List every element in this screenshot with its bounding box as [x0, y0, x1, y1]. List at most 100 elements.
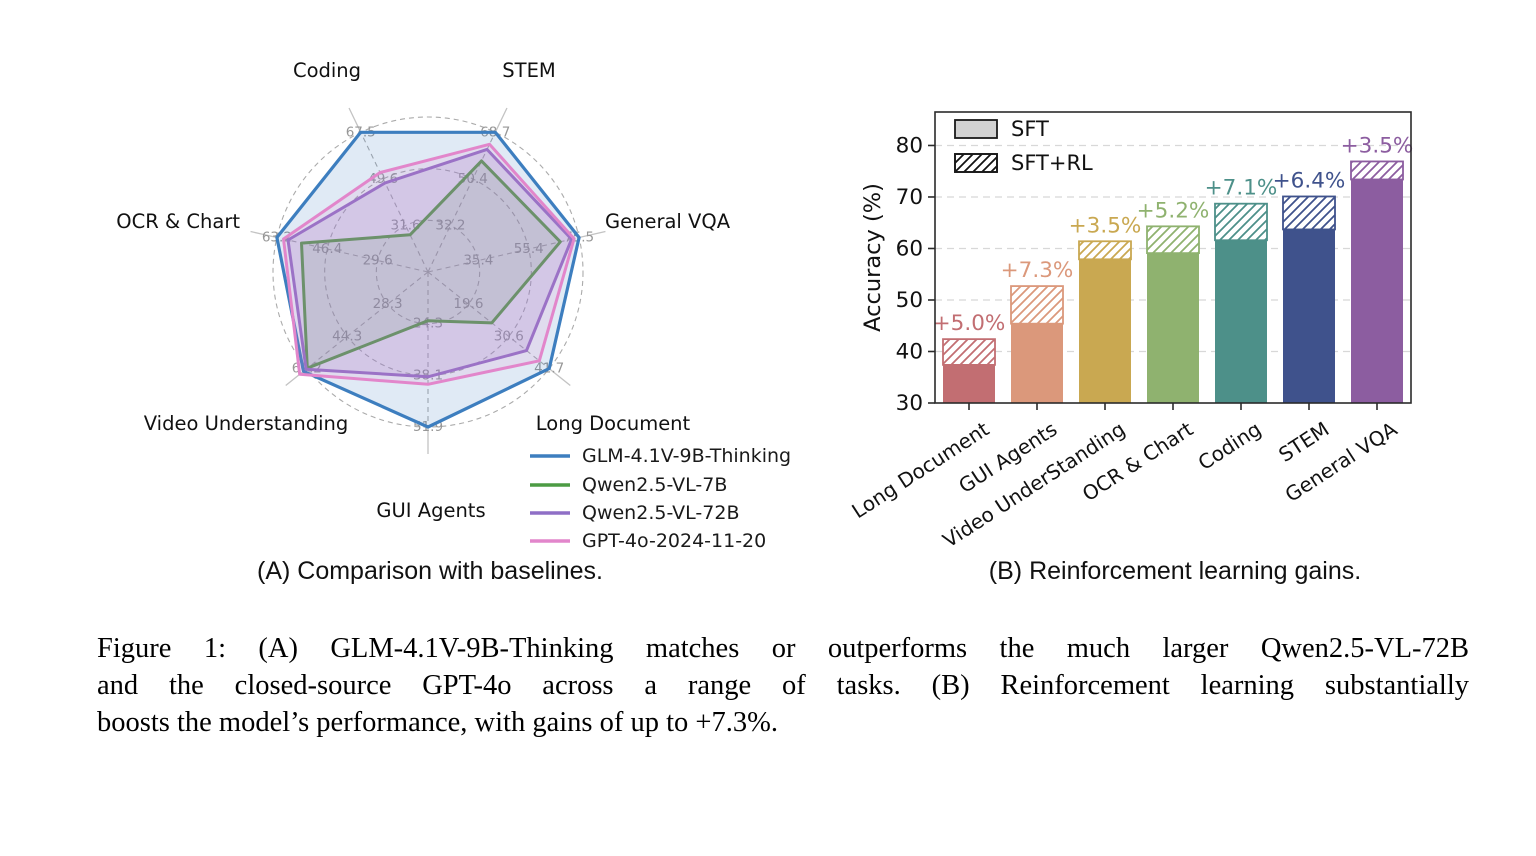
bar-rl-outline: [1214, 202, 1268, 242]
bar-sft: [1079, 259, 1131, 403]
y-tick-label: 80: [896, 133, 923, 158]
radar-spoke: [427, 271, 550, 370]
bar-gain-label: +7.3%: [1001, 258, 1074, 283]
bar-rl-hatch: [1351, 161, 1403, 180]
radar-axis-label-general-vqa: General VQA: [605, 210, 731, 233]
bar-rl-hatch: [1283, 196, 1335, 230]
radar-tick-label: 50.4: [458, 171, 488, 187]
bar-group-coding: +7.1%: [1205, 176, 1278, 403]
bar-sft: [1351, 179, 1403, 403]
radar-axis-label-ocr-chart: OCR & Chart: [116, 210, 240, 233]
bar-rl-outline: [1282, 195, 1336, 231]
radar-series-gpt-4o-2024-11-20: [282, 142, 576, 386]
bar-rl-outline: [1146, 225, 1200, 255]
bar-legend-item: SFT+RL: [954, 151, 1093, 175]
radar-axis-label-long-document: Long Document: [536, 412, 691, 435]
bar-legend-label: SFT+RL: [1011, 151, 1093, 175]
plot-frame: [934, 111, 1412, 404]
radar-series-qwen2-5-vl-72b: [286, 147, 574, 379]
radar-axis-label-coding: Coding: [293, 59, 361, 82]
radar-spoke: [427, 132, 496, 273]
bar-group-gui-agents: +7.3%: [1001, 258, 1074, 403]
bar-sft: [1215, 240, 1267, 403]
x-tick-label: Coding: [1194, 417, 1266, 475]
radar-series-qwen2-5-vl-7b: [300, 159, 562, 370]
radar-tick-label: 55.4: [514, 241, 544, 257]
bar-sft: [1147, 253, 1199, 403]
radar-series-glm-4-1v-9b-thinking: [275, 130, 581, 429]
radar-legend-label: GPT-4o-2024-11-20: [582, 530, 766, 552]
radar-axis-label-gui-agents: GUI Agents: [376, 499, 485, 522]
bar-legend-swatch: [954, 119, 998, 139]
bar-legend-label: SFT: [1011, 117, 1049, 141]
radar-spoke-stub: [348, 107, 362, 133]
radar-tick-label: 32.2: [435, 217, 465, 233]
figure-caption-line-3: boosts the model’s performance, with gai…: [97, 707, 778, 738]
radar-spoke-stub: [250, 230, 278, 239]
radar-tick-label: 29.6: [363, 253, 393, 269]
radar-spoke: [306, 271, 429, 370]
panel-b-caption: (B) Reinforcement learning gains.: [988, 557, 1362, 585]
radar-legend-item: Qwen2.5-VL-7B: [530, 474, 727, 496]
radar-tick-label: 35.4: [463, 253, 493, 269]
y-tick-label: 50: [896, 288, 923, 313]
figure-caption-line-1: Figure 1: (A) GLM-4.1V-9B-Thinking match…: [97, 633, 1469, 664]
radar-tick-label: 31.6: [391, 217, 421, 233]
bar-rl-outline: [1078, 240, 1132, 261]
bar-gain-label: +7.1%: [1205, 176, 1278, 201]
bar-rl-hatch: [1011, 286, 1063, 324]
figure-caption: Figure 1: (A) GLM-4.1V-9B-Thinking match…: [97, 630, 1469, 741]
y-tick-label: 70: [896, 185, 923, 210]
bar-rl-outline: [1350, 160, 1404, 181]
panel-a-caption: (A) Comparison with baselines.: [257, 557, 603, 585]
radar-legend-label: GLM-4.1V-9B-Thinking: [582, 445, 791, 467]
radar-axis-label-stem: STEM: [502, 59, 555, 82]
bar-rl-hatch: [1215, 203, 1267, 241]
bar-gain-label: +5.2%: [1137, 198, 1210, 223]
radar-legend-item: GPT-4o-2024-11-20: [530, 530, 766, 552]
bar-sft: [943, 364, 995, 403]
bar-gain-label: +6.4%: [1273, 168, 1346, 193]
radar-tick-label: 19.6: [453, 296, 483, 312]
bar-legend-swatch-hatch: [954, 153, 998, 173]
radar-tick-label: 46.4: [312, 241, 342, 257]
bar-sft: [1011, 323, 1063, 403]
bar-legend-item: SFT: [954, 117, 1049, 141]
bar-group-ocr-chart: +5.2%: [1137, 198, 1210, 403]
bar-gain-label: +3.5%: [1069, 213, 1142, 238]
radar-spoke: [427, 236, 580, 273]
radar-spoke-stub: [494, 107, 508, 133]
radar-legend-item: GLM-4.1V-9B-Thinking: [530, 445, 791, 467]
radar-spoke: [360, 132, 429, 273]
radar-spoke-stub: [548, 368, 571, 386]
bar-rl-hatch: [943, 339, 995, 365]
bar-rl-outline: [1010, 285, 1064, 325]
radar-grid-ring: [375, 219, 481, 325]
bar-group-stem: +6.4%: [1273, 168, 1346, 403]
y-tick-label: 30: [896, 391, 923, 416]
bar-rl-hatch: [1147, 226, 1199, 254]
y-axis-label: Accuracy (%): [860, 183, 886, 332]
bar-group-video-understanding: +3.5%: [1069, 213, 1142, 403]
bar-group-long-document: +5.0%: [933, 311, 1006, 403]
figure-caption-line-2: and the closed-source GPT-4o across a ra…: [97, 670, 1469, 701]
bar-sft: [1283, 229, 1335, 403]
radar-legend-label: Qwen2.5-VL-7B: [582, 474, 727, 496]
radar-axis-label-video-understanding: Video Understanding: [144, 412, 349, 435]
radar-tick-label: 44.3: [332, 328, 362, 344]
radar-spoke-stub: [578, 230, 606, 239]
y-tick-label: 40: [896, 339, 923, 364]
radar-tick-label: 30.6: [494, 328, 524, 344]
radar-legend-item: Qwen2.5-VL-72B: [530, 502, 740, 524]
bar-gain-label: +3.5%: [1341, 133, 1414, 158]
bar-rl-outline: [942, 338, 996, 366]
bar-group-general-vqa: +3.5%: [1341, 133, 1414, 403]
y-tick-label: 60: [896, 236, 923, 261]
bar-gain-label: +5.0%: [933, 311, 1006, 336]
bar-chart: +5.0%Long Document+7.3%GUI Agents+3.5%Vi…: [850, 111, 1414, 552]
radar-chart: 31.649.667.532.250.468.735.455.475.519.6…: [116, 59, 791, 552]
radar-tick-label: 28.3: [373, 296, 403, 312]
radar-legend-label: Qwen2.5-VL-72B: [582, 502, 740, 524]
bar-rl-hatch: [1079, 241, 1131, 260]
